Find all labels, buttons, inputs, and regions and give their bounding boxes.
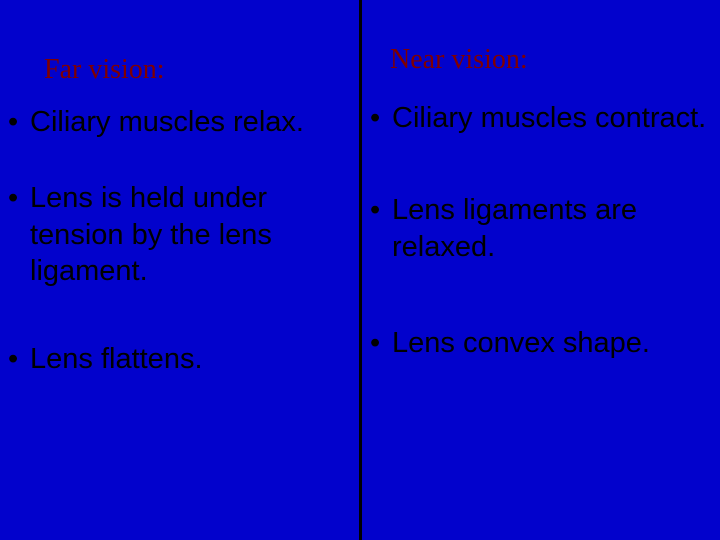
bullet-text: Lens ligaments are relaxed. xyxy=(392,194,637,262)
bullet-text: Lens convex shape. xyxy=(392,327,650,359)
list-item: Ciliary muscles contract. xyxy=(370,100,712,136)
list-item: Lens convex shape. xyxy=(370,325,712,361)
list-item: Ciliary muscles relax. xyxy=(8,104,351,140)
slide: Far vision: Ciliary muscles relax. Lens … xyxy=(0,0,720,540)
left-column: Far vision: Ciliary muscles relax. Lens … xyxy=(0,0,359,540)
right-column: Near vision: Ciliary muscles contract. L… xyxy=(362,0,720,540)
bullet-text: Ciliary muscles relax. xyxy=(30,106,304,138)
bullet-text: Lens flattens. xyxy=(30,343,203,375)
list-item: Lens is held under tension by the lens l… xyxy=(8,180,351,289)
bullet-text: Ciliary muscles contract. xyxy=(392,102,706,134)
far-vision-bullets: Ciliary muscles relax. Lens is held unde… xyxy=(8,104,351,425)
bullet-text: Lens is held under tension by the lens l… xyxy=(30,182,272,287)
near-vision-heading: Near vision: xyxy=(390,44,528,76)
far-vision-heading: Far vision: xyxy=(44,54,165,86)
list-item: Lens flattens. xyxy=(8,341,351,377)
near-vision-bullets: Ciliary muscles contract. Lens ligaments… xyxy=(370,100,712,409)
list-item: Lens ligaments are relaxed. xyxy=(370,192,712,265)
